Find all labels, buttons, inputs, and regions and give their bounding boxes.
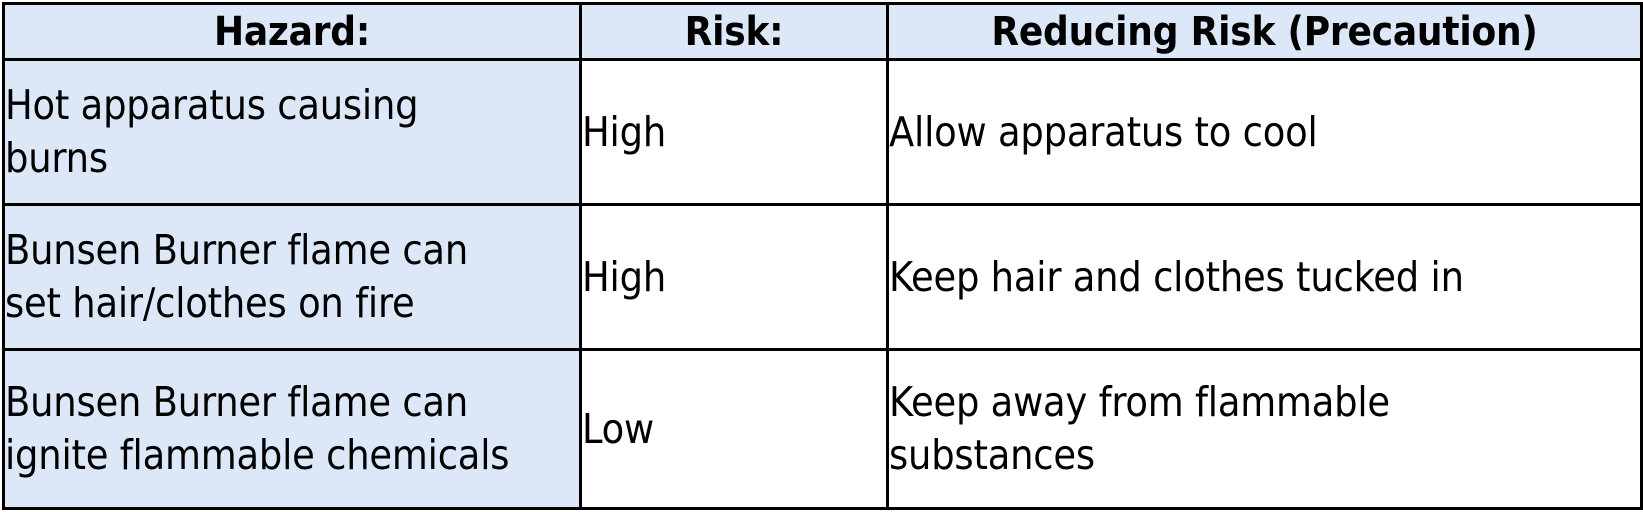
column-header-risk-label: Risk:	[684, 8, 784, 55]
cell-precaution-text: Allow apparatus to cool	[889, 107, 1318, 156]
cell-risk-text: High	[582, 107, 667, 156]
cell-risk: High	[579, 203, 889, 351]
cell-precaution: Allow apparatus to cool	[886, 58, 1643, 206]
cell-risk-text: High	[582, 252, 667, 301]
column-header-hazard-label: Hazard:	[213, 8, 371, 55]
cell-hazard: Bunsen Burner flame can ignite flammable…	[2, 348, 582, 510]
column-header-precaution-label: Reducing Risk (Precaution)	[991, 8, 1538, 55]
cell-hazard: Bunsen Burner flame can set hair/clothes…	[2, 203, 582, 351]
cell-precaution: Keep hair and clothes tucked in	[886, 203, 1643, 351]
column-header-risk: Risk:	[579, 2, 889, 61]
column-header-precaution: Reducing Risk (Precaution)	[886, 2, 1643, 61]
cell-hazard-text: Hot apparatus causing burns	[5, 81, 419, 182]
cell-risk: Low	[579, 348, 889, 510]
cell-hazard-text: Bunsen Burner flame can set hair/clothes…	[5, 226, 468, 327]
cell-precaution-text: Keep hair and clothes tucked in	[889, 252, 1464, 301]
cell-hazard-text: Bunsen Burner flame can ignite flammable…	[5, 378, 510, 479]
table-row: Hot apparatus causing burns High Allow a…	[2, 58, 1643, 206]
cell-risk-text: Low	[582, 404, 654, 453]
table-body: Hot apparatus causing burns High Allow a…	[2, 58, 1643, 510]
column-header-hazard: Hazard:	[2, 2, 582, 61]
table-header-row: Hazard: Risk: Reducing Risk (Precaution)	[2, 2, 1643, 61]
table-row: Bunsen Burner flame can ignite flammable…	[2, 348, 1643, 510]
cell-hazard: Hot apparatus causing burns	[2, 58, 582, 206]
cell-precaution: Keep away from flammable substances	[886, 348, 1643, 510]
cell-precaution-text: Keep away from flammable substances	[889, 378, 1390, 479]
cell-risk: High	[579, 58, 889, 206]
table-row: Bunsen Burner flame can set hair/clothes…	[2, 203, 1643, 351]
table-header: Hazard: Risk: Reducing Risk (Precaution)	[2, 2, 1643, 61]
